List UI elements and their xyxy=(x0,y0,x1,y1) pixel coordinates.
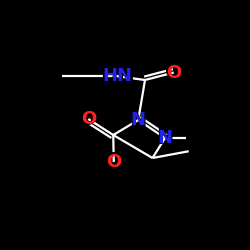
Text: N: N xyxy=(158,129,172,147)
Text: N: N xyxy=(131,111,146,129)
Text: N: N xyxy=(156,128,174,148)
Text: O: O xyxy=(80,110,96,128)
Text: O: O xyxy=(165,62,182,82)
Text: O: O xyxy=(106,153,122,171)
Text: O: O xyxy=(105,152,122,172)
Text: O: O xyxy=(80,109,97,129)
Text: HN: HN xyxy=(100,66,135,86)
Text: O: O xyxy=(166,64,182,82)
Text: N: N xyxy=(130,110,147,130)
Text: HN: HN xyxy=(102,67,132,85)
